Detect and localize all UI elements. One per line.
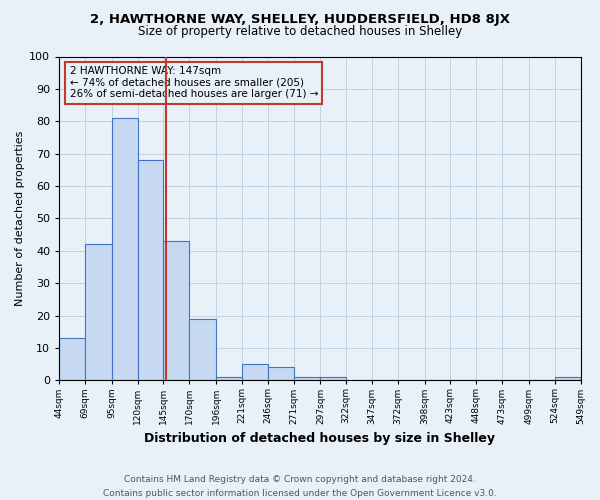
Text: 2 HAWTHORNE WAY: 147sqm
← 74% of detached houses are smaller (205)
26% of semi-d: 2 HAWTHORNE WAY: 147sqm ← 74% of detache…	[70, 66, 318, 100]
Bar	[320, 377, 346, 380]
Bar	[293, 377, 320, 380]
Bar	[163, 241, 189, 380]
Bar	[112, 118, 137, 380]
Bar	[581, 377, 600, 380]
Bar	[554, 377, 581, 380]
Bar	[216, 377, 242, 380]
Y-axis label: Number of detached properties: Number of detached properties	[15, 130, 25, 306]
Bar	[242, 364, 268, 380]
X-axis label: Distribution of detached houses by size in Shelley: Distribution of detached houses by size …	[145, 432, 496, 445]
Bar	[85, 244, 112, 380]
Text: 2, HAWTHORNE WAY, SHELLEY, HUDDERSFIELD, HD8 8JX: 2, HAWTHORNE WAY, SHELLEY, HUDDERSFIELD,…	[90, 12, 510, 26]
Text: Contains HM Land Registry data © Crown copyright and database right 2024.
Contai: Contains HM Land Registry data © Crown c…	[103, 476, 497, 498]
Bar	[189, 319, 216, 380]
Bar	[59, 338, 85, 380]
Text: Size of property relative to detached houses in Shelley: Size of property relative to detached ho…	[138, 25, 462, 38]
Bar	[137, 160, 163, 380]
Bar	[268, 368, 293, 380]
